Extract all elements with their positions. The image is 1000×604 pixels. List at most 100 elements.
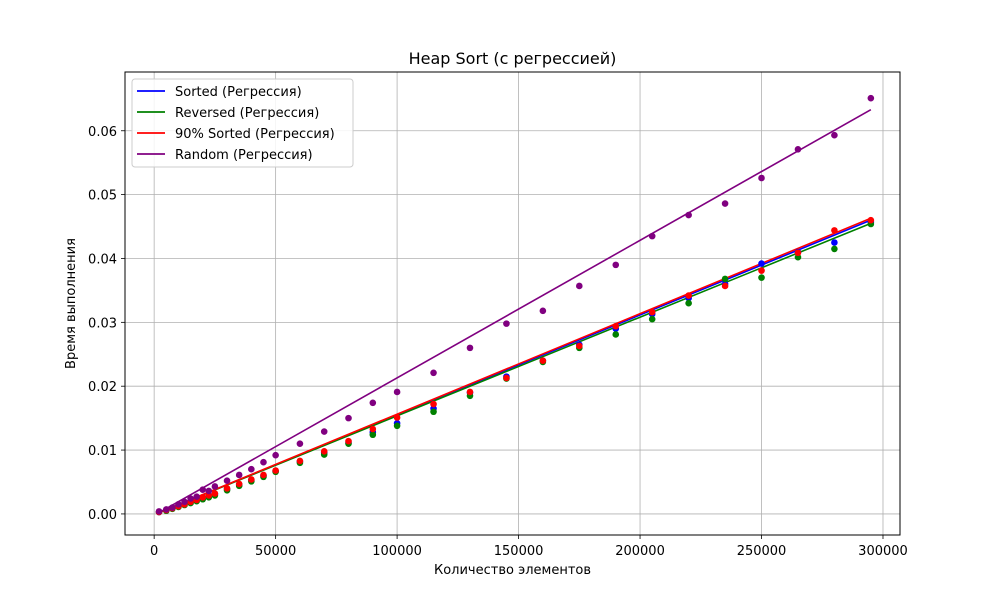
data-point xyxy=(345,437,352,445)
data-point xyxy=(648,315,656,323)
data-point xyxy=(430,400,437,408)
data-point xyxy=(685,211,692,219)
grid xyxy=(125,72,900,535)
data-point xyxy=(169,504,176,511)
data-point xyxy=(155,508,163,515)
x-tick-label: 100000 xyxy=(372,544,422,559)
y-tick-label: 0.02 xyxy=(88,380,117,395)
x-tick-label: 50000 xyxy=(255,544,296,559)
series-points-3 xyxy=(155,94,875,515)
data-point xyxy=(685,299,692,307)
regression-line-2 xyxy=(158,217,872,514)
axis-ticks: 0 50000 100000 150000 200000 250000 300000 0.00… xyxy=(88,125,908,559)
data-point xyxy=(576,342,583,350)
y-tick-label: 0.01 xyxy=(88,444,117,459)
data-point xyxy=(831,131,838,139)
data-point xyxy=(211,490,219,497)
data-point xyxy=(867,216,875,224)
y-tick-label: 0.03 xyxy=(88,316,117,331)
data-point xyxy=(369,399,377,407)
data-point xyxy=(758,174,765,182)
regression-line-3 xyxy=(158,108,872,514)
data-point xyxy=(205,487,213,495)
data-point xyxy=(867,94,875,102)
data-point xyxy=(758,260,765,267)
data-point xyxy=(721,282,729,290)
data-point xyxy=(272,451,279,459)
legend-box xyxy=(131,78,354,168)
data-point xyxy=(296,457,304,465)
data-point xyxy=(831,239,838,246)
data-point xyxy=(503,320,510,327)
data-point xyxy=(248,476,255,483)
data-point xyxy=(223,485,231,492)
data-point xyxy=(260,458,267,466)
scatter-points xyxy=(155,94,875,516)
data-point xyxy=(181,498,188,506)
data-point xyxy=(430,408,437,416)
x-tick-label: 0 xyxy=(150,544,158,559)
legend: Sorted (Регрессия) Reversed (Регрессия) 90… xyxy=(131,78,354,168)
data-point xyxy=(612,261,620,269)
data-point xyxy=(369,431,377,439)
data-point xyxy=(320,448,328,455)
data-point xyxy=(576,282,583,290)
data-point xyxy=(248,465,255,473)
x-tick-label: 200000 xyxy=(615,544,665,559)
data-point xyxy=(539,357,547,364)
x-tick-label: 250000 xyxy=(737,544,787,559)
data-point xyxy=(721,275,729,283)
plot-frame xyxy=(124,71,901,536)
data-point xyxy=(794,249,802,257)
data-point xyxy=(163,506,170,513)
data-point xyxy=(369,425,377,433)
data-point xyxy=(685,292,692,299)
data-point xyxy=(503,374,510,382)
data-point xyxy=(612,322,620,330)
data-point xyxy=(393,422,401,430)
chart-title: Heap Sort (с регрессией) xyxy=(409,49,617,68)
data-point xyxy=(794,145,802,153)
data-point xyxy=(612,331,620,338)
data-point xyxy=(345,414,352,422)
y-axis-label: Время выполнения xyxy=(64,238,79,369)
data-point xyxy=(393,388,401,396)
data-point xyxy=(211,483,219,490)
data-point xyxy=(539,307,547,315)
data-point xyxy=(193,493,200,500)
y-tick-label: 0.05 xyxy=(88,189,117,204)
data-point xyxy=(320,428,328,435)
data-point xyxy=(430,369,437,377)
data-point xyxy=(721,200,729,207)
data-point xyxy=(648,232,656,240)
data-point xyxy=(235,471,243,479)
data-point xyxy=(260,471,267,479)
legend-label: Sorted (Регрессия) xyxy=(175,85,302,100)
regression-lines xyxy=(158,108,872,514)
data-point xyxy=(272,467,279,474)
data-point xyxy=(175,501,182,508)
data-point xyxy=(187,495,194,502)
x-tick-label: 150000 xyxy=(494,544,544,559)
data-point xyxy=(758,274,765,281)
legend-label: Random (Регрессия) xyxy=(175,148,313,163)
data-point xyxy=(648,308,656,316)
data-point xyxy=(393,414,401,421)
data-point xyxy=(199,486,207,493)
data-point xyxy=(235,480,243,488)
data-point xyxy=(296,440,304,447)
y-tick-label: 0.06 xyxy=(88,125,117,140)
legend-label: Reversed (Регрессия) xyxy=(175,106,319,121)
data-point xyxy=(831,245,838,253)
data-point xyxy=(466,344,474,352)
x-axis-label: Количество элементов xyxy=(434,563,591,578)
legend-label: 90% Sorted (Регрессия) xyxy=(175,127,335,142)
y-tick-label: 0.04 xyxy=(88,252,117,267)
data-point xyxy=(223,477,231,485)
y-tick-label: 0.00 xyxy=(88,508,117,523)
x-tick-label: 300000 xyxy=(858,544,908,559)
data-point xyxy=(199,494,207,501)
data-point xyxy=(758,267,765,274)
